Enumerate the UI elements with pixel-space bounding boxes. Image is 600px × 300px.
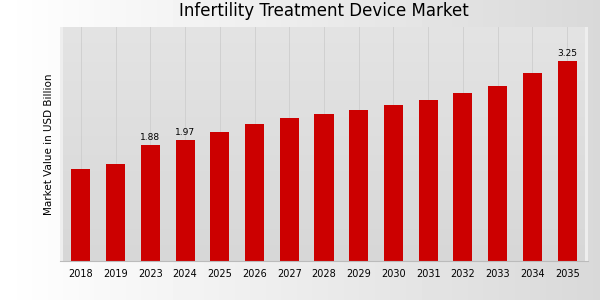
Bar (245, 124, 264, 261)
Bar (210, 132, 229, 261)
Bar (314, 114, 334, 261)
Text: 3.25: 3.25 (557, 49, 577, 58)
Title: Infertility Treatment Device Market: Infertility Treatment Device Market (179, 2, 469, 20)
Bar (141, 145, 160, 261)
Bar (454, 93, 473, 261)
Bar (349, 110, 368, 261)
Bar (71, 169, 91, 261)
Bar (280, 118, 299, 261)
Text: 1.88: 1.88 (140, 133, 160, 142)
Bar (523, 73, 542, 261)
Bar (106, 164, 125, 261)
Bar (557, 61, 577, 261)
Bar (176, 140, 194, 261)
Text: 1.97: 1.97 (175, 128, 195, 136)
Bar (384, 105, 403, 261)
Bar (419, 100, 438, 261)
Bar (488, 85, 507, 261)
Y-axis label: Market Value in USD Billion: Market Value in USD Billion (44, 73, 55, 215)
